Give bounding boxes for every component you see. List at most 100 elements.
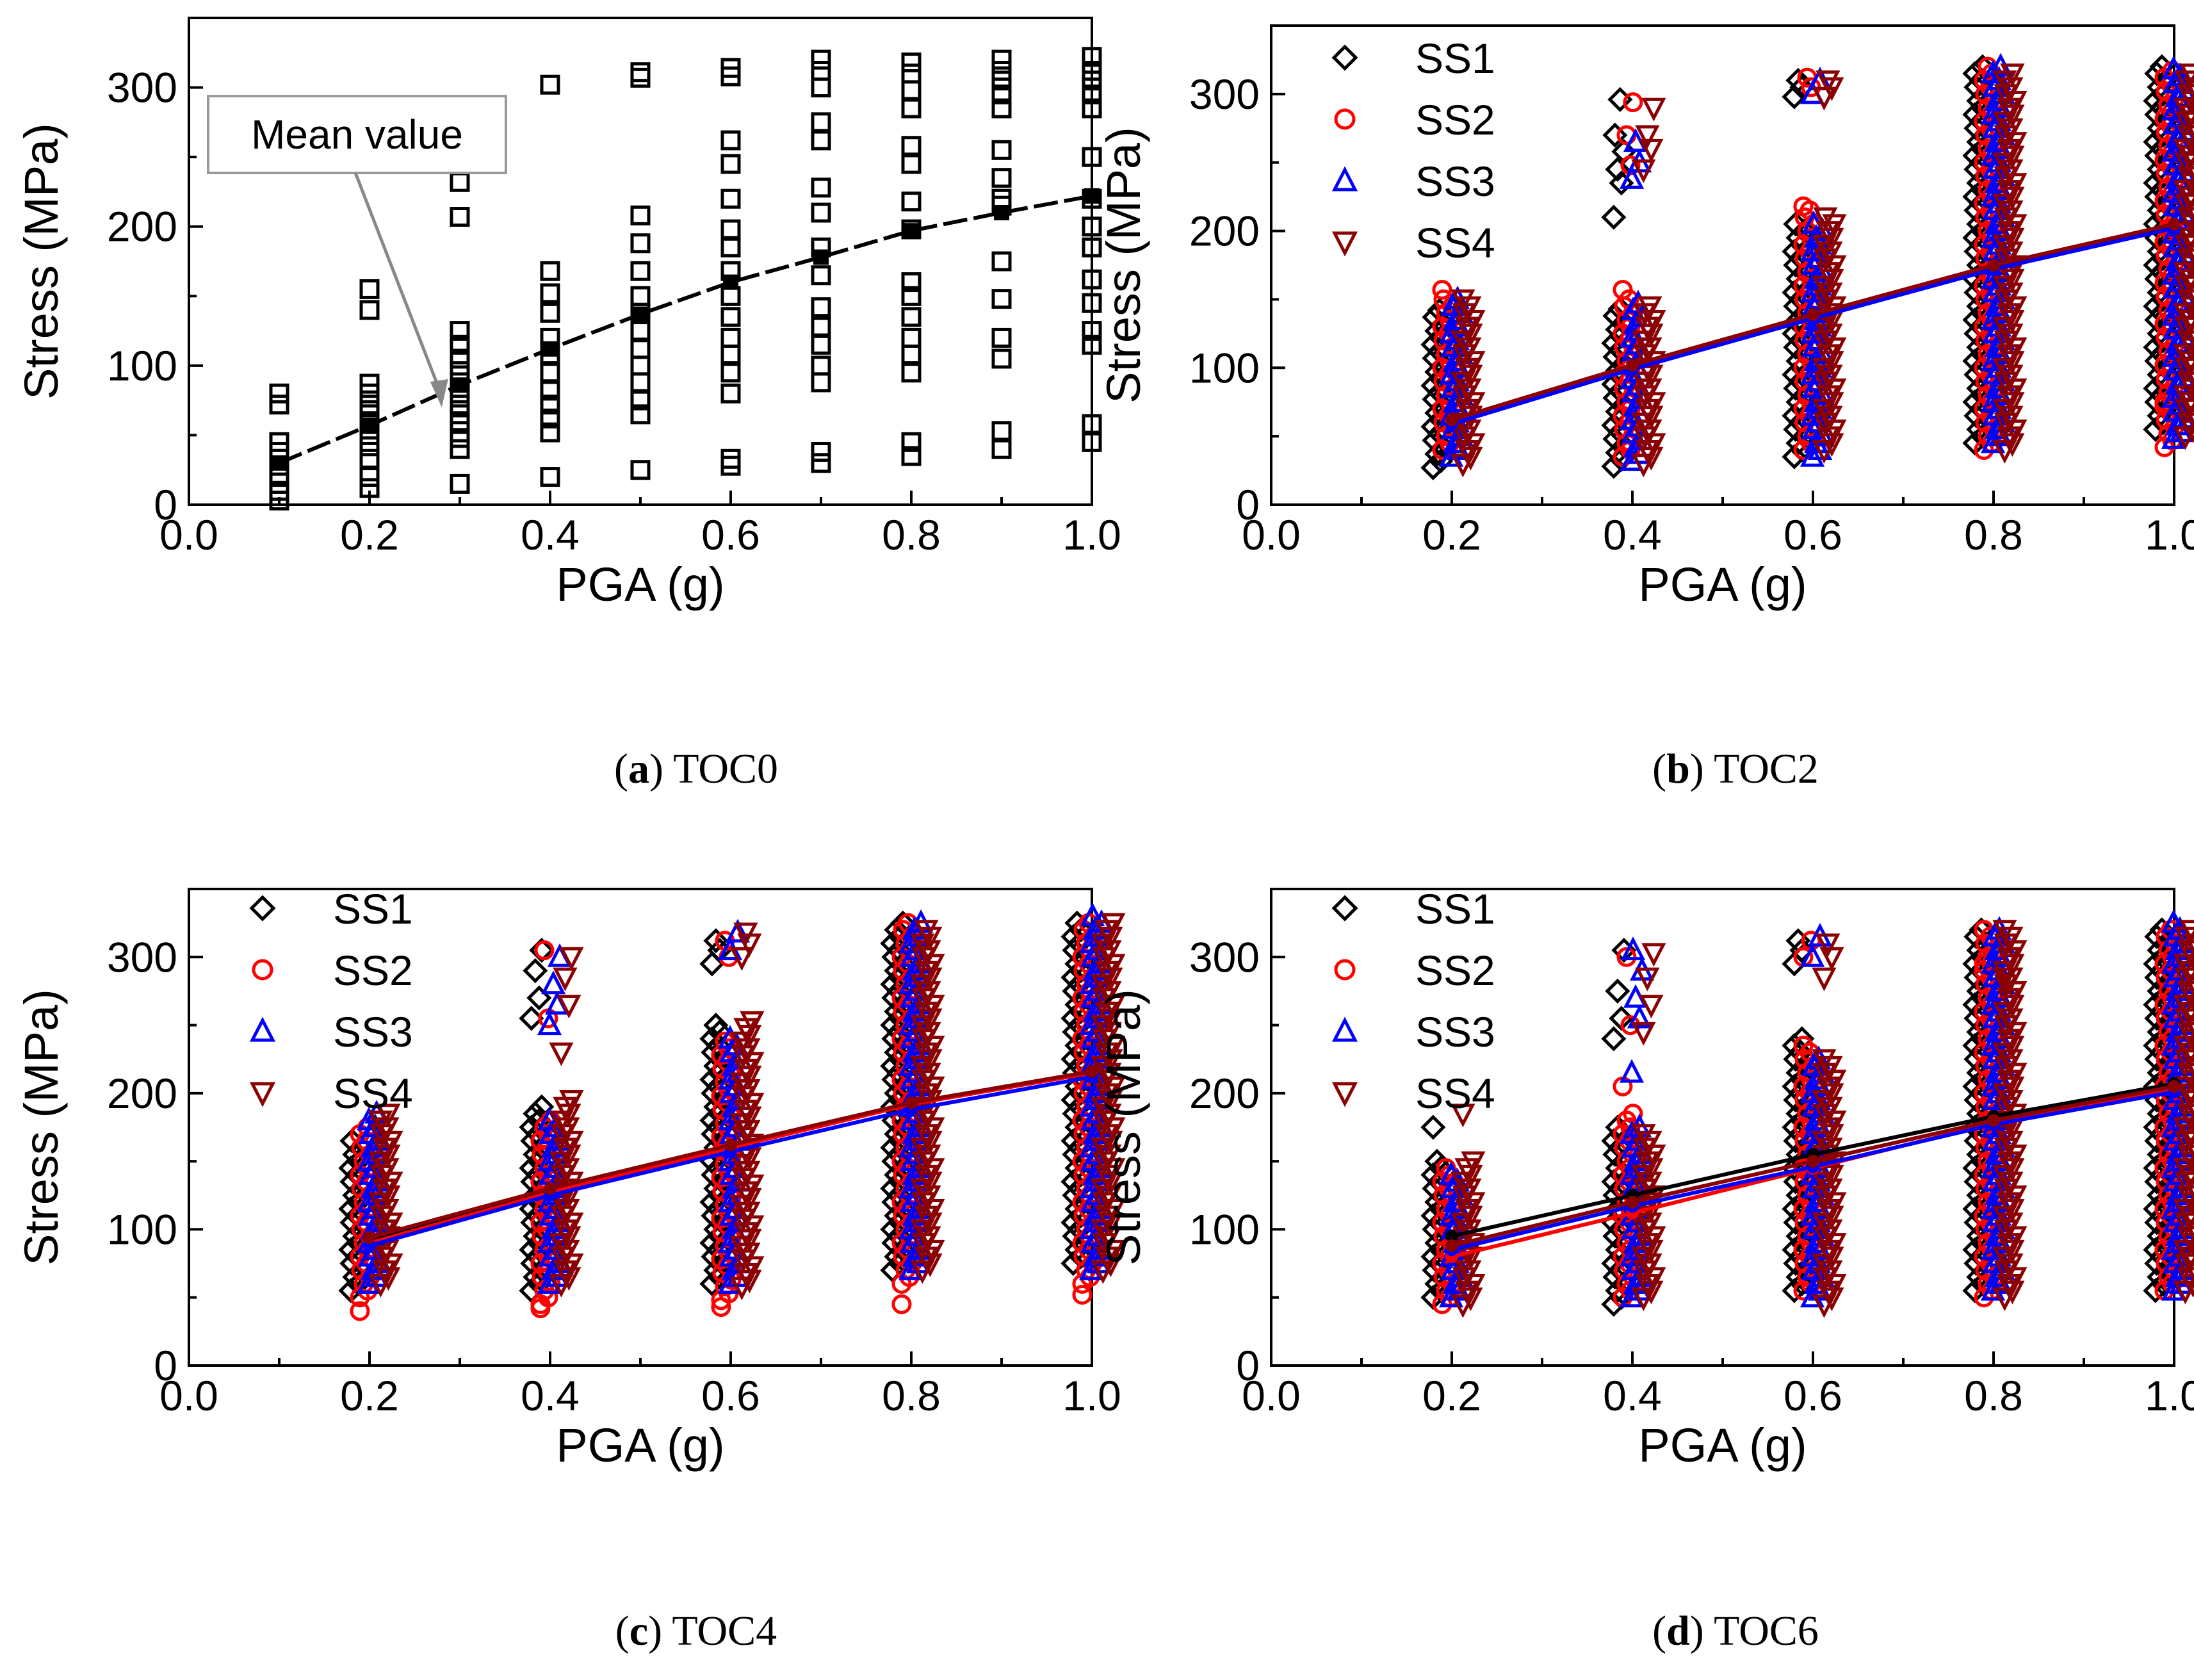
data-point xyxy=(991,421,1012,441)
data-point xyxy=(450,361,470,382)
data-point xyxy=(1601,1026,1627,1052)
data-point xyxy=(1782,84,1807,110)
data-point xyxy=(1783,211,1808,237)
y-tick-label: 300 xyxy=(107,64,177,111)
data-point xyxy=(901,432,922,452)
data-point xyxy=(450,348,470,369)
data-point xyxy=(2183,405,2194,427)
data-point xyxy=(811,177,831,198)
data-point xyxy=(359,300,380,320)
data-point xyxy=(2183,1056,2194,1077)
data-point xyxy=(630,460,651,480)
mean-point xyxy=(813,249,829,265)
y-tick-label: 0 xyxy=(154,1342,177,1389)
data-point xyxy=(2179,920,2194,944)
data-point xyxy=(2183,933,2194,954)
data-point xyxy=(891,1294,912,1314)
mean-point xyxy=(1626,1195,1639,1209)
data-point xyxy=(523,958,548,984)
x-tick-label: 0.0 xyxy=(1242,1372,1301,1419)
x-tick-label: 1.0 xyxy=(1062,1372,1121,1419)
data-point xyxy=(1060,924,1086,949)
data-point xyxy=(1420,455,1446,480)
data-point xyxy=(901,286,922,306)
annotation-arrow-shaft xyxy=(353,172,444,396)
data-point xyxy=(1793,1035,1814,1056)
data-point xyxy=(811,61,831,81)
y-tick-label: 300 xyxy=(1189,933,1260,981)
legend-label-ss3: SS3 xyxy=(1415,1008,1495,1056)
legend-label-ss4: SS4 xyxy=(333,1070,413,1117)
data-point xyxy=(914,920,939,944)
data-point xyxy=(2143,1196,2168,1222)
mean-point xyxy=(1807,1155,1819,1168)
data-point xyxy=(720,363,741,383)
data-point xyxy=(1082,216,1102,237)
data-point xyxy=(1450,289,1475,313)
data-point xyxy=(991,98,1012,118)
panel-d: 0.0 0.2 0.4 0.6 0.8 1.0 0 100 200 300 PGA (g) Stres… xyxy=(1097,885,2194,1472)
data-point xyxy=(557,995,581,1019)
legend-marker-ss4 xyxy=(249,1082,276,1107)
data-point xyxy=(1635,125,1660,149)
data-point xyxy=(991,61,1012,81)
data-point xyxy=(1620,936,1646,961)
data-point xyxy=(811,130,831,151)
data-point xyxy=(2149,999,2175,1024)
y-tick-label: 200 xyxy=(1189,1070,1260,1117)
data-point xyxy=(450,473,470,494)
data-point xyxy=(1601,204,1627,230)
data-point xyxy=(2000,63,2025,88)
data-point xyxy=(2161,97,2186,121)
data-point xyxy=(1605,156,1630,182)
data-point xyxy=(733,922,758,947)
data-point xyxy=(720,327,741,348)
data-point xyxy=(720,344,741,364)
series-ss4 xyxy=(1450,920,2194,1318)
data-point xyxy=(630,321,651,341)
data-point xyxy=(269,480,289,501)
data-point xyxy=(2183,1219,2194,1241)
data-point xyxy=(720,307,741,327)
data-point xyxy=(703,1013,729,1038)
data-point xyxy=(1789,74,1815,100)
y-tick-label: 100 xyxy=(107,342,177,389)
data-point xyxy=(1060,1169,1086,1195)
data-point xyxy=(1060,1087,1086,1113)
legend-marker-ss4 xyxy=(1331,1082,1358,1107)
data-point xyxy=(359,436,380,457)
y-tick-label: 200 xyxy=(107,1070,177,1117)
data-point xyxy=(1793,196,1814,216)
data-point xyxy=(359,467,380,487)
data-point xyxy=(1082,269,1102,290)
data-point xyxy=(991,49,1012,70)
data-point xyxy=(630,233,651,254)
data-point xyxy=(720,286,741,306)
data-point xyxy=(1800,943,1825,967)
x-tick-label: 0.8 xyxy=(1964,1372,2023,1419)
x-tick-label: 0.0 xyxy=(1242,511,1301,559)
panel-b: 0.0 0.2 0.4 0.6 0.8 1.0 0 100 200 300 PGA (g) Stres… xyxy=(1097,24,2194,611)
data-point xyxy=(630,404,651,425)
x-tick-label: 0.8 xyxy=(882,511,941,559)
data-point xyxy=(2183,159,2194,181)
data-point xyxy=(991,140,1012,160)
data-point xyxy=(1631,1124,1656,1148)
data-point xyxy=(2149,1244,2175,1269)
data-point xyxy=(630,261,651,281)
y-tick-label: 0 xyxy=(1236,481,1260,528)
data-point xyxy=(1605,978,1630,1004)
annotation-label: Mean value xyxy=(251,111,463,158)
data-point xyxy=(1082,47,1102,67)
data-point xyxy=(720,383,741,404)
data-point xyxy=(1601,453,1627,479)
data-point xyxy=(1068,999,1094,1024)
mean-point xyxy=(1445,413,1458,427)
data-point xyxy=(1789,1271,1815,1296)
data-point xyxy=(2179,63,2194,88)
data-point xyxy=(1635,967,1660,991)
data-point xyxy=(2149,1040,2175,1065)
data-point xyxy=(540,363,560,383)
mean-point xyxy=(1085,1064,1098,1078)
data-point xyxy=(1783,416,1808,442)
